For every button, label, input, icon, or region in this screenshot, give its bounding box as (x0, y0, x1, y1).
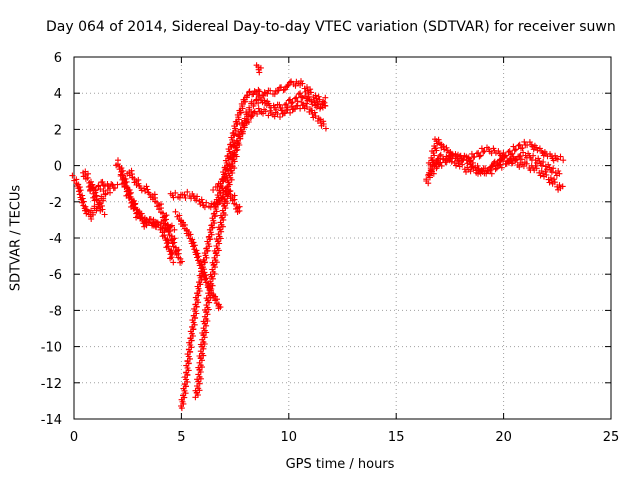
y-tick-label: -14 (41, 413, 62, 428)
x-tick-label: 0 (70, 430, 78, 445)
y-tick-label: -8 (49, 304, 62, 319)
series-arc-h (172, 208, 224, 312)
y-tick-label: -12 (41, 377, 62, 392)
data-points (69, 62, 567, 412)
series-arc-l (210, 180, 243, 215)
x-tick-label: 5 (177, 430, 185, 445)
x-tick-label: 20 (495, 430, 512, 445)
plus-markers (210, 180, 243, 215)
plus-markers (192, 90, 329, 401)
series-arc-o (425, 136, 567, 168)
x-axis-label: GPS time / hours (285, 457, 395, 472)
y-tick-label: 0 (54, 160, 62, 175)
plus-markers (425, 136, 567, 168)
chart-title: Day 064 of 2014, Sidereal Day-to-day VTE… (46, 19, 616, 35)
series-arc-m (253, 62, 264, 76)
y-tick-label: -6 (49, 268, 62, 283)
y-tick-label: -4 (49, 232, 62, 247)
plus-markers (220, 99, 329, 184)
plus-markers (87, 178, 121, 194)
y-tick-label: 6 (54, 51, 62, 66)
series-arc-k (220, 99, 329, 184)
y-tick-label: -10 (41, 341, 62, 356)
plus-markers (117, 171, 178, 233)
x-tick-label: 25 (603, 430, 620, 445)
grid (74, 57, 611, 419)
series-arc-j (192, 90, 329, 401)
series-arc-c (87, 178, 121, 194)
plus-markers (426, 151, 566, 193)
y-tick-label: 2 (54, 123, 62, 138)
series-arc-f (117, 171, 178, 233)
plus-markers (253, 62, 264, 76)
x-tick-label: 15 (388, 430, 405, 445)
series-arc-p (426, 151, 566, 193)
y-tick-label: -2 (49, 196, 62, 211)
x-tick-label: 10 (281, 430, 298, 445)
y-tick-label: 4 (54, 87, 62, 102)
plus-markers (172, 208, 224, 312)
axis-ticks: 0 5 10 15 20 25 -14 -12 -10 -8 -6 -4 -2 0 2 4 6 (41, 51, 620, 445)
